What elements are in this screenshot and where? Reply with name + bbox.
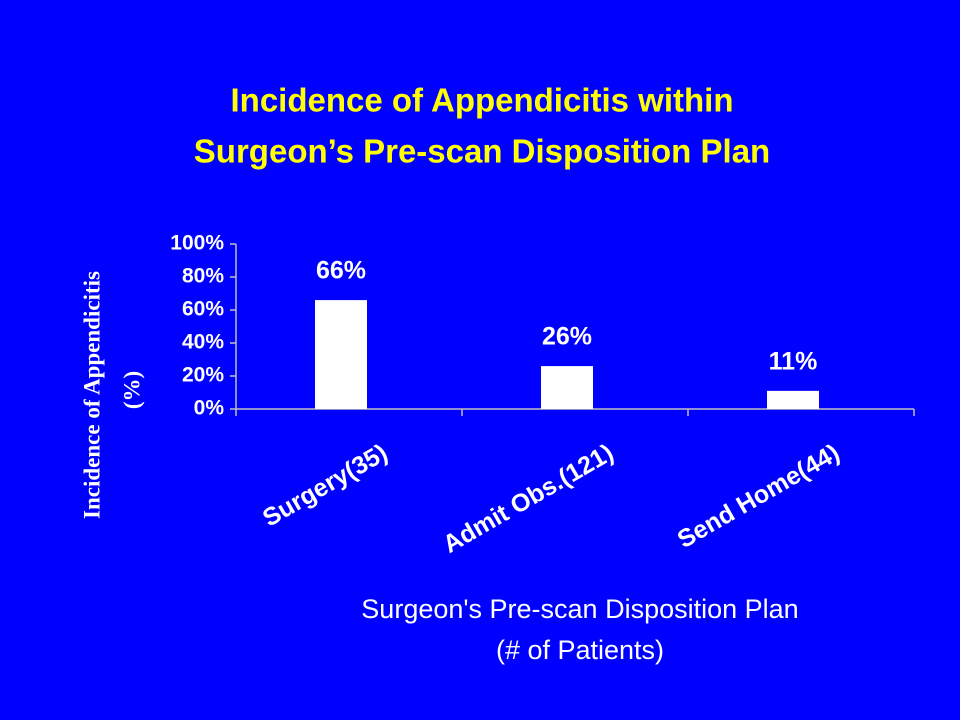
- y-tick-label: 60%: [182, 298, 224, 321]
- bar: [541, 366, 593, 409]
- y-tick-label: 80%: [182, 265, 224, 288]
- x-axis-label: Surgeon's Pre-scan Disposition Plan: [361, 594, 798, 624]
- data-label: 11%: [769, 347, 818, 375]
- bar: [315, 300, 367, 409]
- y-tick-label: 0%: [194, 397, 225, 420]
- y-tick-label: 40%: [182, 331, 224, 354]
- x-tick-label: Send Home(44): [673, 439, 845, 554]
- y-axis-label: Incidence of Appendicitis: [79, 271, 104, 519]
- chart-title: Incidence of Appendicitis within: [231, 82, 734, 119]
- y-axis-label: (%): [119, 371, 144, 409]
- x-tick-label: Surgery(35): [258, 439, 392, 533]
- y-tick-label: 20%: [182, 364, 224, 387]
- chart-title: Surgeon’s Pre-scan Disposition Plan: [194, 133, 770, 170]
- y-tick-label: 100%: [170, 232, 224, 255]
- x-tick-label: Admit Obs.(121): [438, 439, 618, 559]
- bar: [767, 390, 819, 409]
- x-axis-label: (# of Patients): [496, 635, 664, 665]
- data-label: 66%: [316, 257, 366, 285]
- data-label: 26%: [542, 323, 592, 351]
